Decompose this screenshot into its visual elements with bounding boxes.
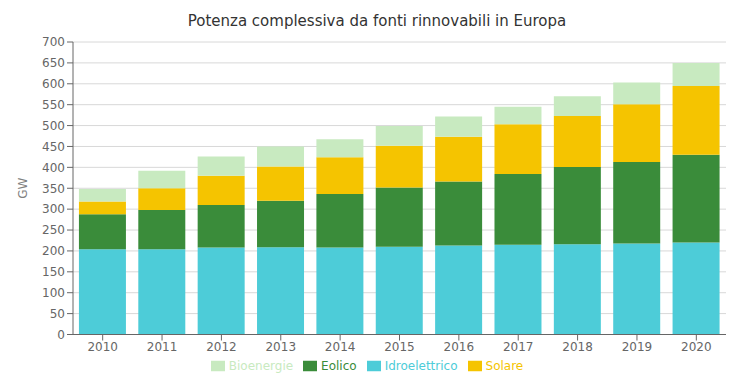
svg-text:2014: 2014 (325, 340, 356, 354)
html-text:Solare: Solare (485, 358, 524, 373)
svg-text:200: 200 (42, 244, 65, 258)
svg-text:300: 300 (42, 202, 65, 216)
svg-text:250: 250 (42, 223, 65, 237)
svg-text:2017: 2017 (503, 340, 534, 354)
svg-text:50: 50 (50, 307, 65, 321)
html-text:Idroelettrico: Idroelettrico (384, 358, 458, 373)
html-text:Eolico: Eolico (321, 358, 357, 373)
svg-text:350: 350 (42, 182, 65, 196)
svg-text:2012: 2012 (206, 340, 237, 354)
svg-text:2010: 2010 (87, 340, 118, 354)
svg-text:600: 600 (42, 77, 65, 91)
html-text:Potenza complessiva da fonti r: Potenza complessiva da fonti rinnovabili… (187, 12, 567, 30)
svg-text:2019: 2019 (622, 340, 653, 354)
svg-text:0: 0 (57, 328, 65, 342)
svg-text:150: 150 (42, 265, 65, 279)
svg-text:450: 450 (42, 140, 65, 154)
svg-text:650: 650 (42, 56, 65, 70)
svg-text:2018: 2018 (562, 340, 593, 354)
svg-text:GW: GW (16, 178, 30, 199)
svg-text:550: 550 (42, 98, 65, 112)
svg-text:500: 500 (42, 119, 65, 133)
svg-text:2011: 2011 (147, 340, 178, 354)
svg-text:100: 100 (42, 286, 65, 300)
svg-text:2020: 2020 (681, 340, 712, 354)
svg-text:400: 400 (42, 161, 65, 175)
svg-text:2015: 2015 (384, 340, 415, 354)
svg-text:700: 700 (42, 35, 65, 49)
html-text:Bioenergie: Bioenergie (228, 358, 294, 373)
svg-text:2013: 2013 (265, 340, 296, 354)
svg-text:2016: 2016 (444, 340, 475, 354)
